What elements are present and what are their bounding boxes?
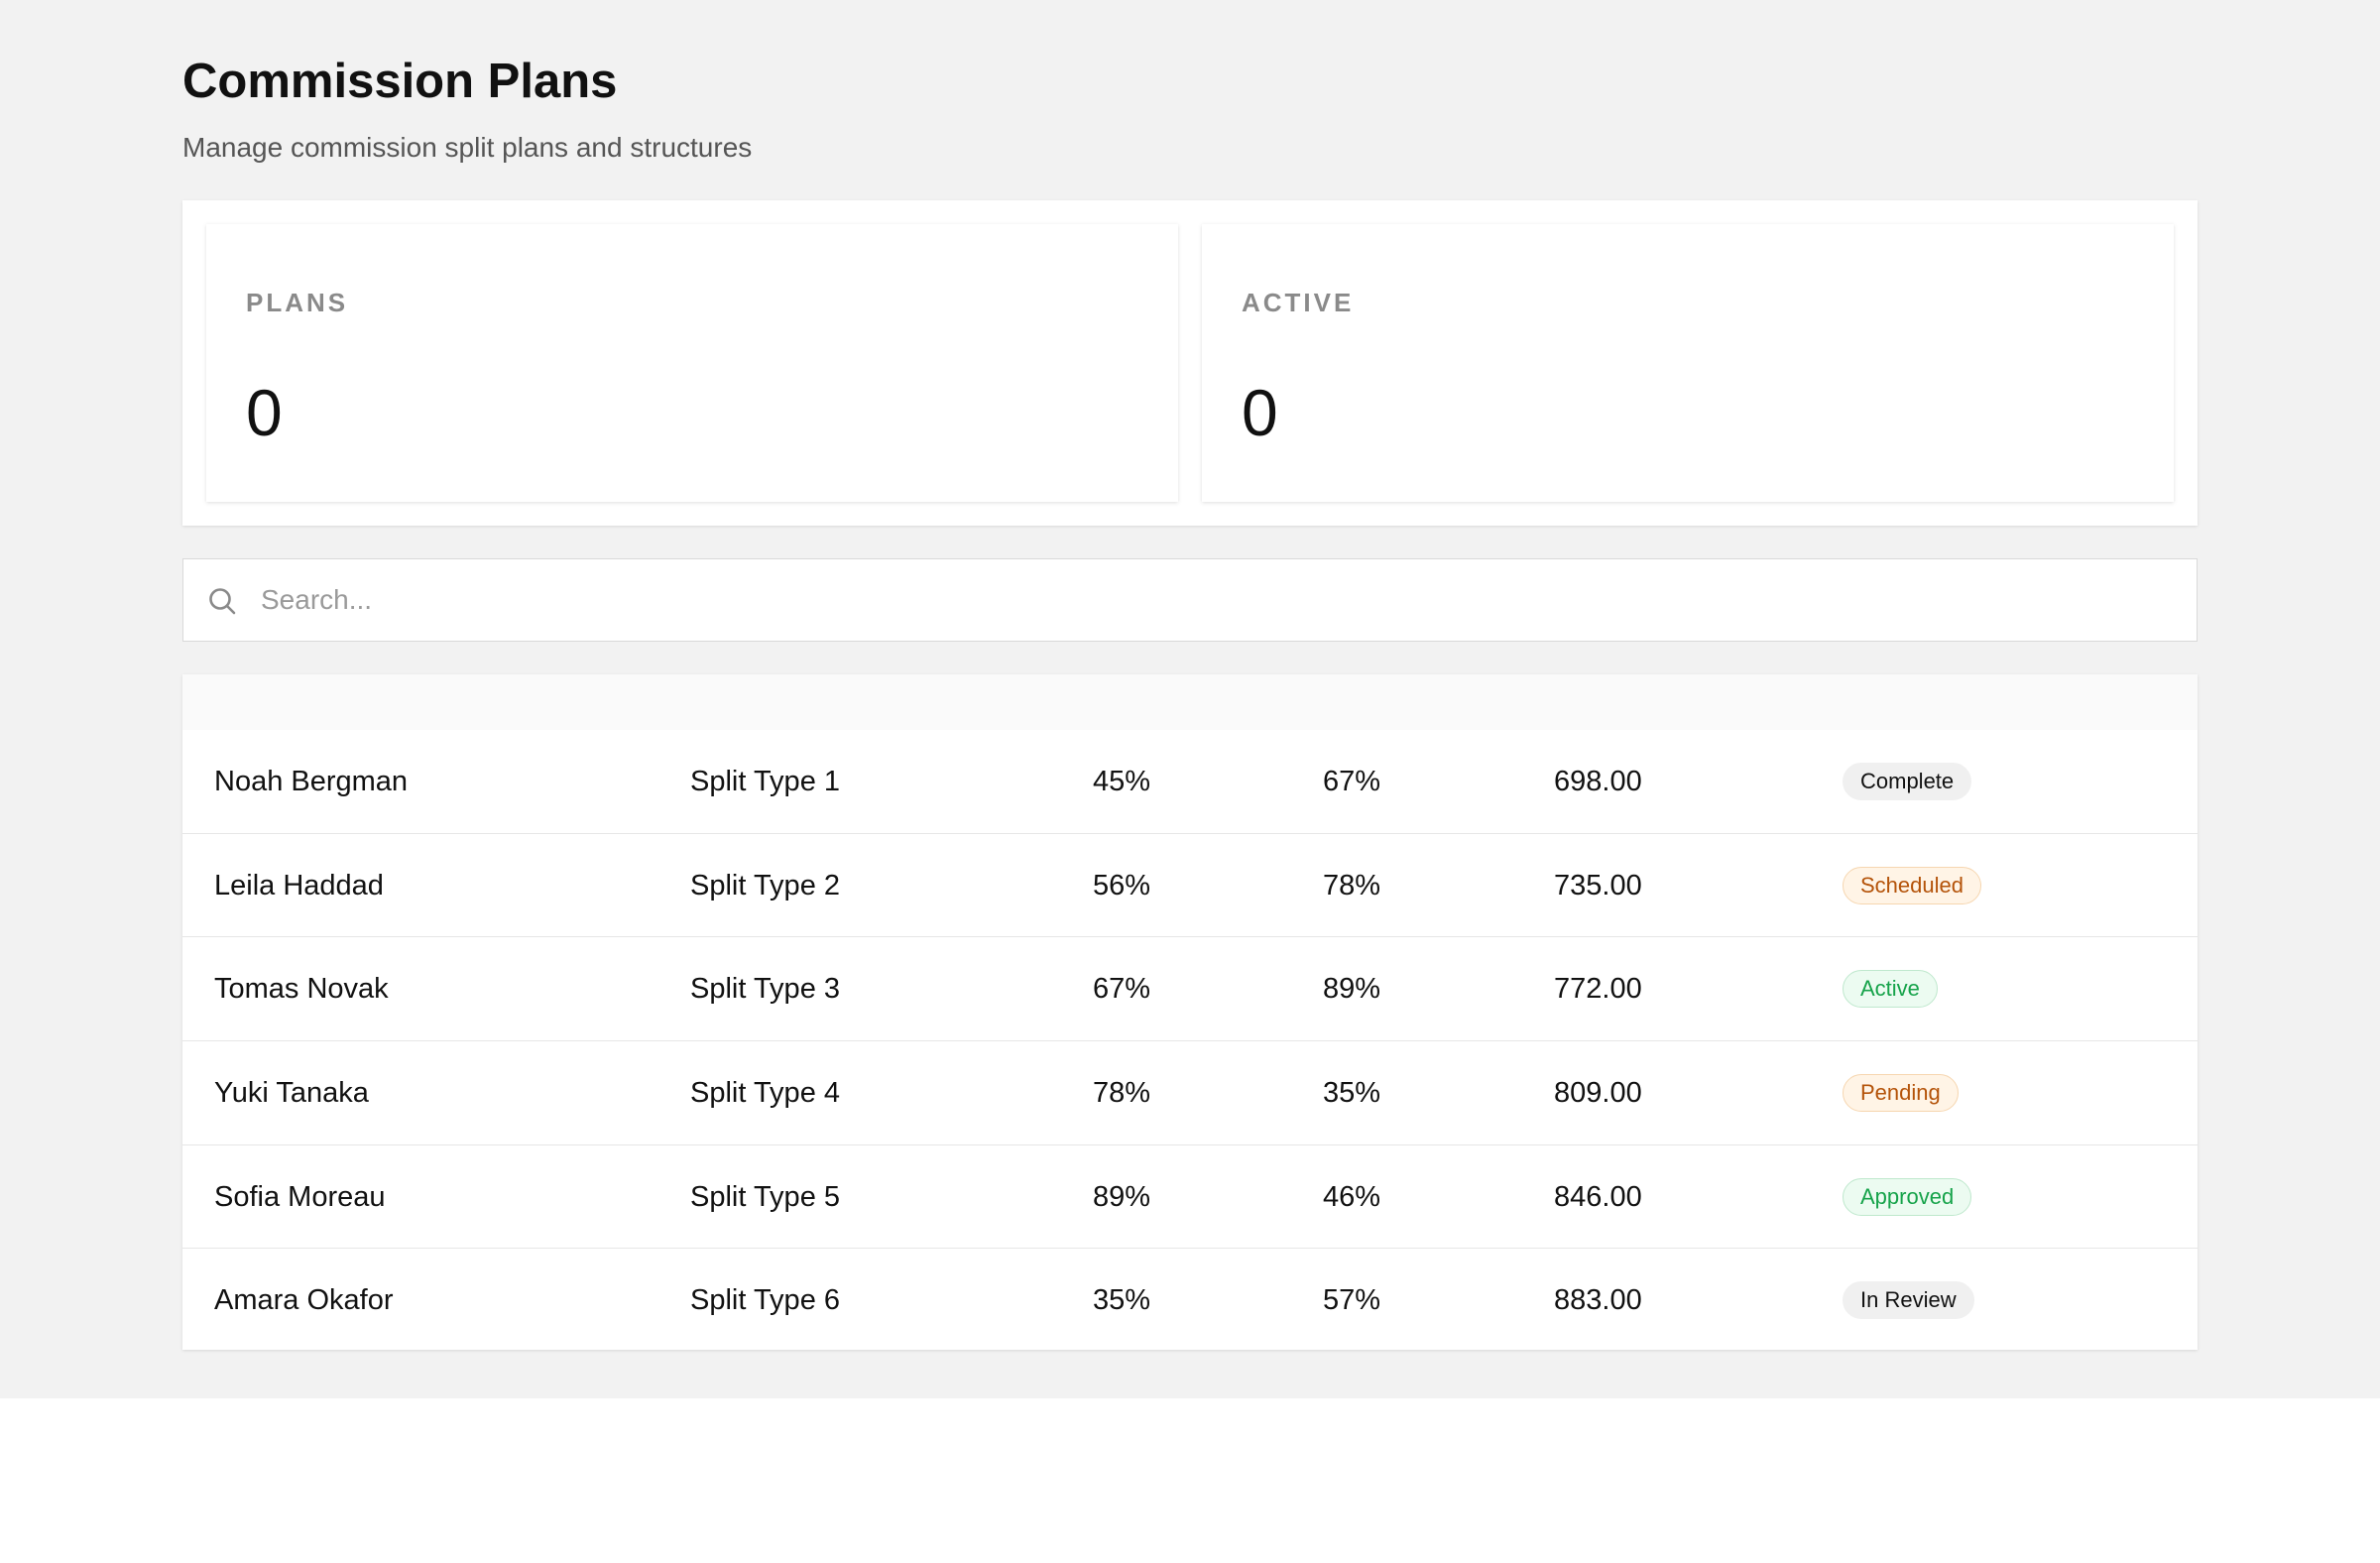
- row-split-type: Split Type 4: [690, 1077, 841, 1109]
- row-name: Tomas Novak: [214, 973, 389, 1005]
- row-percent-a: 89%: [1093, 1181, 1151, 1213]
- page-title: Commission Plans: [182, 55, 618, 108]
- row-amount: 846.00: [1554, 1181, 1642, 1213]
- row-percent-b: 57%: [1323, 1284, 1381, 1316]
- stat-value: 0: [1242, 376, 1278, 449]
- commission-plans-table: Noah Bergman Split Type 1 45% 67% 698.00 Comp…: [182, 674, 2198, 1350]
- status-badge: Approved: [1843, 1178, 1972, 1216]
- row-name: Noah Bergman: [214, 766, 409, 797]
- table-row[interactable]: Amara Okafor Split Type 6 35% 57% 883.00 In R…: [182, 1248, 2198, 1352]
- row-name: Yuki Tanaka: [214, 1077, 369, 1109]
- row-amount: 735.00: [1554, 870, 1642, 902]
- row-percent-a: 45%: [1093, 766, 1151, 797]
- row-percent-b: 78%: [1323, 870, 1381, 902]
- row-name: Sofia Moreau: [214, 1181, 386, 1213]
- stats-panel: PLANS 0 ACTIVE 0: [182, 200, 2198, 526]
- table-row[interactable]: Noah Bergman Split Type 1 45% 67% 698.00 Comp…: [182, 730, 2198, 833]
- page-subtitle: Manage commission split plans and struct…: [182, 132, 753, 163]
- table-row[interactable]: Leila Haddad Split Type 2 56% 78% 735.00 Sche…: [182, 833, 2198, 937]
- status-badge: Scheduled: [1843, 867, 1981, 904]
- row-split-type: Split Type 6: [690, 1284, 841, 1316]
- table-header: [182, 674, 2198, 730]
- search-input[interactable]: [261, 559, 2145, 641]
- row-percent-a: 56%: [1093, 870, 1151, 902]
- stat-card-plans: PLANS 0: [206, 224, 1178, 502]
- row-split-type: Split Type 5: [690, 1181, 841, 1213]
- row-amount: 698.00: [1554, 766, 1642, 797]
- row-percent-b: 46%: [1323, 1181, 1381, 1213]
- search-icon: [209, 588, 236, 615]
- row-amount: 883.00: [1554, 1284, 1642, 1316]
- row-split-type: Split Type 2: [690, 870, 841, 902]
- row-split-type: Split Type 1: [690, 766, 841, 797]
- row-percent-b: 89%: [1323, 973, 1381, 1005]
- stat-value: 0: [246, 376, 283, 449]
- row-name: Leila Haddad: [214, 870, 384, 902]
- stat-label: PLANS: [246, 288, 349, 317]
- stat-card-active: ACTIVE 0: [1202, 224, 2174, 502]
- row-split-type: Split Type 3: [690, 973, 841, 1005]
- search-box[interactable]: [182, 558, 2198, 642]
- row-percent-b: 67%: [1323, 766, 1381, 797]
- table-row[interactable]: Tomas Novak Split Type 3 67% 89% 772.00 Activ…: [182, 936, 2198, 1040]
- row-amount: 772.00: [1554, 973, 1642, 1005]
- row-percent-a: 35%: [1093, 1284, 1151, 1316]
- status-badge: In Review: [1843, 1281, 1974, 1319]
- row-name: Amara Okafor: [214, 1284, 394, 1316]
- status-badge: Complete: [1843, 763, 1972, 800]
- stat-label: ACTIVE: [1242, 288, 1355, 317]
- row-percent-a: 67%: [1093, 973, 1151, 1005]
- status-badge: Active: [1843, 970, 1938, 1008]
- table-row[interactable]: Sofia Moreau Split Type 5 89% 46% 846.00 Appr…: [182, 1144, 2198, 1249]
- table-row[interactable]: Yuki Tanaka Split Type 4 78% 35% 809.00 Pendi…: [182, 1040, 2198, 1144]
- row-percent-b: 35%: [1323, 1077, 1381, 1109]
- status-badge: Pending: [1843, 1074, 1959, 1112]
- row-percent-a: 78%: [1093, 1077, 1151, 1109]
- row-amount: 809.00: [1554, 1077, 1642, 1109]
